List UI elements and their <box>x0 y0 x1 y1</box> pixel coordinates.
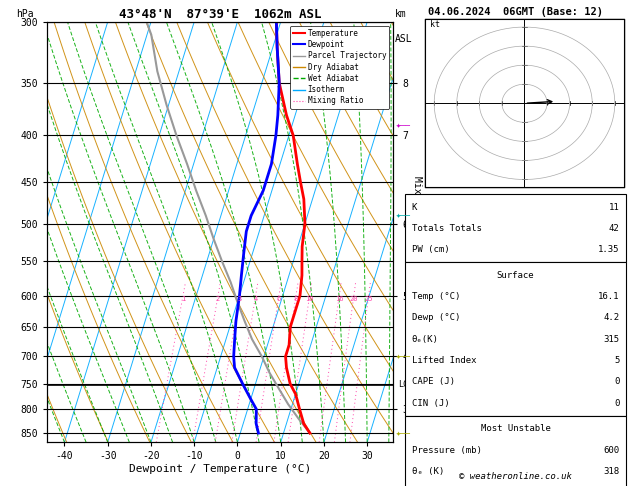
Text: Surface: Surface <box>497 271 534 279</box>
Text: 318: 318 <box>603 467 620 476</box>
Text: hPa: hPa <box>16 9 33 19</box>
Text: LCL: LCL <box>398 380 413 389</box>
Text: 315: 315 <box>603 335 620 344</box>
Text: Lifted Index: Lifted Index <box>411 356 476 365</box>
Text: ✦——: ✦—— <box>396 121 411 130</box>
Bar <box>405 416 626 486</box>
Text: ✦——: ✦—— <box>396 352 411 361</box>
Bar <box>405 194 626 262</box>
Text: Dewp (°C): Dewp (°C) <box>411 313 460 322</box>
Bar <box>425 19 624 187</box>
Text: 16.1: 16.1 <box>598 292 620 301</box>
Text: Temp (°C): Temp (°C) <box>411 292 460 301</box>
Title: 43°48'N  87°39'E  1062m ASL: 43°48'N 87°39'E 1062m ASL <box>119 8 321 21</box>
Text: © weatheronline.co.uk: © weatheronline.co.uk <box>459 472 572 481</box>
Text: 3: 3 <box>238 295 242 301</box>
Text: km: km <box>395 9 407 19</box>
Text: CAPE (J): CAPE (J) <box>411 378 455 386</box>
Text: 42: 42 <box>609 224 620 233</box>
Text: θₑ (K): θₑ (K) <box>411 467 444 476</box>
Text: CIN (J): CIN (J) <box>411 399 449 408</box>
Text: 20: 20 <box>350 295 358 301</box>
Text: Totals Totals: Totals Totals <box>411 224 481 233</box>
Text: 5: 5 <box>614 356 620 365</box>
Text: 10: 10 <box>306 295 314 301</box>
Legend: Temperature, Dewpoint, Parcel Trajectory, Dry Adiabat, Wet Adiabat, Isotherm, Mi: Temperature, Dewpoint, Parcel Trajectory… <box>290 26 389 108</box>
Text: θₑ(K): θₑ(K) <box>411 335 438 344</box>
Text: 0: 0 <box>614 399 620 408</box>
X-axis label: Dewpoint / Temperature (°C): Dewpoint / Temperature (°C) <box>129 464 311 474</box>
Text: ✦——: ✦—— <box>396 429 411 437</box>
Text: 1.35: 1.35 <box>598 245 620 254</box>
Text: 8: 8 <box>294 295 298 301</box>
Text: ASL: ASL <box>395 34 413 44</box>
Text: PW (cm): PW (cm) <box>411 245 449 254</box>
Text: K: K <box>411 203 417 211</box>
Y-axis label: Mixing Ratio (g/kg): Mixing Ratio (g/kg) <box>412 176 422 288</box>
Text: ✦——: ✦—— <box>396 211 411 220</box>
Text: 25: 25 <box>364 295 373 301</box>
Text: Most Unstable: Most Unstable <box>481 424 550 433</box>
Text: 16: 16 <box>335 295 343 301</box>
Text: 4: 4 <box>253 295 258 301</box>
Text: 1: 1 <box>181 295 185 301</box>
Text: kt: kt <box>430 20 440 29</box>
Text: 11: 11 <box>609 203 620 211</box>
Text: 4.2: 4.2 <box>603 313 620 322</box>
Text: 0: 0 <box>614 378 620 386</box>
Text: 2: 2 <box>216 295 220 301</box>
Text: Pressure (mb): Pressure (mb) <box>411 446 481 454</box>
Text: 600: 600 <box>603 446 620 454</box>
Text: 6: 6 <box>277 295 281 301</box>
Text: 04.06.2024  06GMT (Base: 12): 04.06.2024 06GMT (Base: 12) <box>428 7 603 17</box>
Bar <box>405 262 626 416</box>
